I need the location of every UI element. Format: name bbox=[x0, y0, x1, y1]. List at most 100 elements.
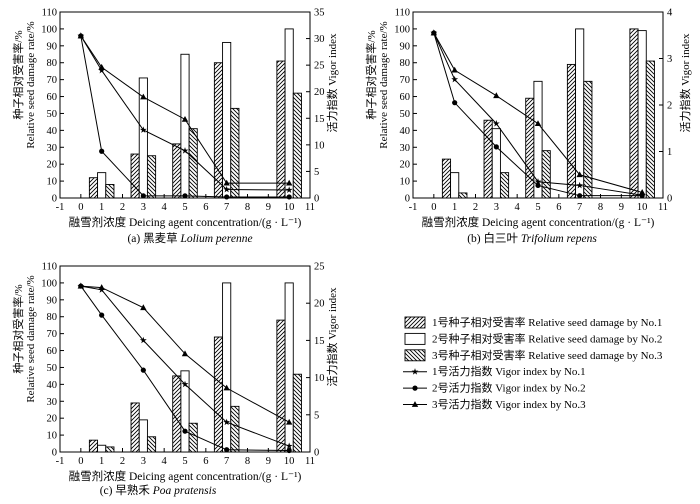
y-left-tick-label: 80 bbox=[47, 312, 58, 323]
line-point bbox=[181, 147, 189, 154]
y-left-tick-label: 50 bbox=[47, 363, 58, 374]
y-left-tick-label: 110 bbox=[42, 8, 57, 19]
y-left-tick-label: 70 bbox=[400, 75, 411, 86]
legend-swatch-bar bbox=[404, 349, 426, 362]
vigor-line-3 bbox=[80, 285, 290, 423]
bar-3 bbox=[292, 92, 302, 199]
bar-3 bbox=[105, 184, 115, 199]
y-left-tick-label: 10 bbox=[400, 177, 411, 188]
y-right-tick-label: 15 bbox=[314, 114, 325, 125]
bar-1 bbox=[483, 119, 493, 199]
vigor-line-1 bbox=[80, 285, 290, 447]
x-tick-label: -1 bbox=[56, 202, 65, 213]
x-tick-label: 2 bbox=[120, 202, 125, 213]
bar-2 bbox=[138, 419, 148, 453]
vigor-line-2 bbox=[80, 285, 290, 452]
bar-3 bbox=[230, 107, 240, 199]
line-point bbox=[182, 428, 188, 434]
bar-1 bbox=[213, 62, 224, 199]
bar-1 bbox=[172, 375, 182, 453]
caption-species: Poa pratensis bbox=[152, 485, 217, 497]
x-tick-label: 11 bbox=[305, 202, 315, 213]
x-tick-label: 4 bbox=[162, 202, 168, 213]
vigor-line-2 bbox=[433, 32, 643, 197]
y-right-axis-label: 活力指数 Vigor index bbox=[678, 33, 692, 132]
line-point bbox=[285, 442, 293, 449]
line-point bbox=[534, 178, 542, 185]
x-tick-label: 7 bbox=[577, 202, 582, 213]
x-tick-label: 1 bbox=[452, 202, 457, 213]
y-left-axis-label-cn: 种子相对受害率/% bbox=[364, 30, 378, 119]
y-left-tick-label: 80 bbox=[400, 58, 411, 69]
legend-swatch-bar bbox=[404, 316, 426, 329]
bar-2 bbox=[450, 172, 460, 199]
bar-1 bbox=[566, 63, 577, 199]
line-point bbox=[285, 186, 293, 193]
bar-2 bbox=[491, 128, 501, 199]
line-point bbox=[285, 418, 293, 425]
x-tick-label: 6 bbox=[203, 202, 208, 213]
y-right-tick-label: 2 bbox=[667, 101, 672, 112]
legend-swatch-bar bbox=[404, 332, 426, 345]
x-tick-label: 1 bbox=[99, 202, 104, 213]
caption-species: Lolium perenne bbox=[179, 233, 252, 245]
y-left-tick-label: 110 bbox=[395, 8, 410, 19]
line-point bbox=[411, 401, 419, 407]
line-point bbox=[223, 384, 230, 391]
y-right-tick-label: 5 bbox=[314, 410, 319, 421]
line-point bbox=[139, 126, 147, 133]
x-tick-label: 5 bbox=[182, 202, 187, 213]
line-point bbox=[139, 336, 147, 344]
vigor-line-1 bbox=[433, 32, 643, 196]
y-right-tick-label: 0 bbox=[667, 194, 672, 205]
bar-3 bbox=[541, 150, 551, 199]
line-point bbox=[223, 179, 230, 186]
bar-1 bbox=[130, 153, 140, 199]
bar-1 bbox=[525, 97, 535, 199]
y-right-tick-label: 35 bbox=[314, 8, 325, 19]
bar-1 bbox=[130, 402, 140, 453]
y-right-tick-label: 20 bbox=[314, 87, 325, 98]
x-tick-label: 7 bbox=[224, 202, 229, 213]
line-point bbox=[99, 148, 105, 154]
x-tick-label: 8 bbox=[245, 202, 250, 213]
line-point bbox=[77, 282, 85, 289]
line-point bbox=[140, 193, 146, 199]
line-point bbox=[224, 447, 230, 453]
line-point bbox=[140, 304, 147, 311]
bar-2 bbox=[637, 30, 647, 199]
line-point bbox=[99, 312, 105, 318]
x-tick-label: 0 bbox=[78, 202, 83, 213]
y-right-axis-label: 活力指数 Vigor index bbox=[325, 287, 339, 386]
bar-2 bbox=[180, 53, 190, 199]
legend-label: 1号种子相对受害率 Relative seed damage by No.1 bbox=[432, 315, 662, 329]
x-tick-label: 8 bbox=[598, 202, 603, 213]
y-left-tick-label: 90 bbox=[47, 41, 58, 52]
y-right-tick-label: 25 bbox=[314, 61, 325, 72]
line-point bbox=[286, 194, 292, 200]
line-point bbox=[493, 144, 499, 150]
legend-label: 3号种子相对受害率 Relative seed damage by No.3 bbox=[432, 348, 663, 362]
x-tick-label: 9 bbox=[619, 202, 624, 213]
x-tick-label: 4 bbox=[515, 202, 521, 213]
bar-1 bbox=[213, 336, 224, 453]
y-left-tick-label: 20 bbox=[47, 414, 58, 425]
y-right-tick-label: 4 bbox=[667, 8, 673, 19]
y-left-tick-label: 30 bbox=[47, 397, 58, 408]
y-left-axis-label-en: Relative seed damage rate/% bbox=[25, 275, 37, 402]
line-point bbox=[535, 182, 541, 189]
line-point bbox=[411, 368, 419, 375]
panel-caption: (c) 早熟禾 Poa pratensis bbox=[100, 483, 217, 497]
bar-2 bbox=[284, 28, 294, 199]
line-point bbox=[576, 171, 583, 178]
chart-panel-b: -1 0 1 2 3 4 5 6 7 8 9 10 11010203040506070809010011… bbox=[364, 8, 692, 246]
bar-1 bbox=[172, 143, 182, 199]
y-left-tick-label: 0 bbox=[52, 448, 57, 459]
x-axis-label: 融雪剂浓度 Deicing agent concentration/(g · L… bbox=[69, 215, 302, 229]
y-right-tick-label: 10 bbox=[314, 140, 325, 151]
y-left-tick-label: 0 bbox=[405, 194, 410, 205]
y-left-tick-label: 50 bbox=[400, 109, 411, 120]
bar-3 bbox=[146, 155, 157, 199]
line-point bbox=[285, 179, 293, 186]
